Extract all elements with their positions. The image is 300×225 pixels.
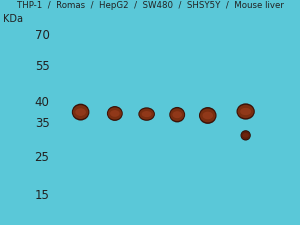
Ellipse shape — [202, 112, 213, 120]
Ellipse shape — [236, 104, 255, 120]
Ellipse shape — [75, 109, 86, 116]
Ellipse shape — [138, 108, 155, 121]
Ellipse shape — [72, 104, 89, 121]
Ellipse shape — [139, 109, 154, 120]
Text: 55: 55 — [35, 60, 50, 73]
Ellipse shape — [238, 105, 254, 119]
Ellipse shape — [169, 108, 185, 123]
Ellipse shape — [73, 106, 88, 119]
Text: 15: 15 — [34, 188, 50, 201]
Text: 35: 35 — [35, 116, 50, 129]
Ellipse shape — [108, 108, 122, 120]
Ellipse shape — [240, 108, 251, 116]
Ellipse shape — [200, 109, 215, 123]
Ellipse shape — [241, 132, 250, 140]
Text: KDa: KDa — [3, 14, 23, 23]
Text: 25: 25 — [34, 150, 50, 163]
Text: 40: 40 — [34, 96, 50, 109]
Ellipse shape — [107, 107, 123, 122]
Ellipse shape — [170, 109, 184, 122]
Ellipse shape — [199, 108, 217, 124]
Ellipse shape — [172, 112, 182, 119]
Ellipse shape — [110, 111, 120, 117]
Text: THP-1  /  Romas  /  HepG2  /  SW480  /  SHSY5Y  /  Mouse liver: THP-1 / Romas / HepG2 / SW480 / SHSY5Y /… — [16, 1, 283, 10]
Text: 70: 70 — [34, 28, 50, 41]
Ellipse shape — [142, 112, 152, 118]
Ellipse shape — [241, 130, 251, 141]
Ellipse shape — [243, 133, 249, 138]
